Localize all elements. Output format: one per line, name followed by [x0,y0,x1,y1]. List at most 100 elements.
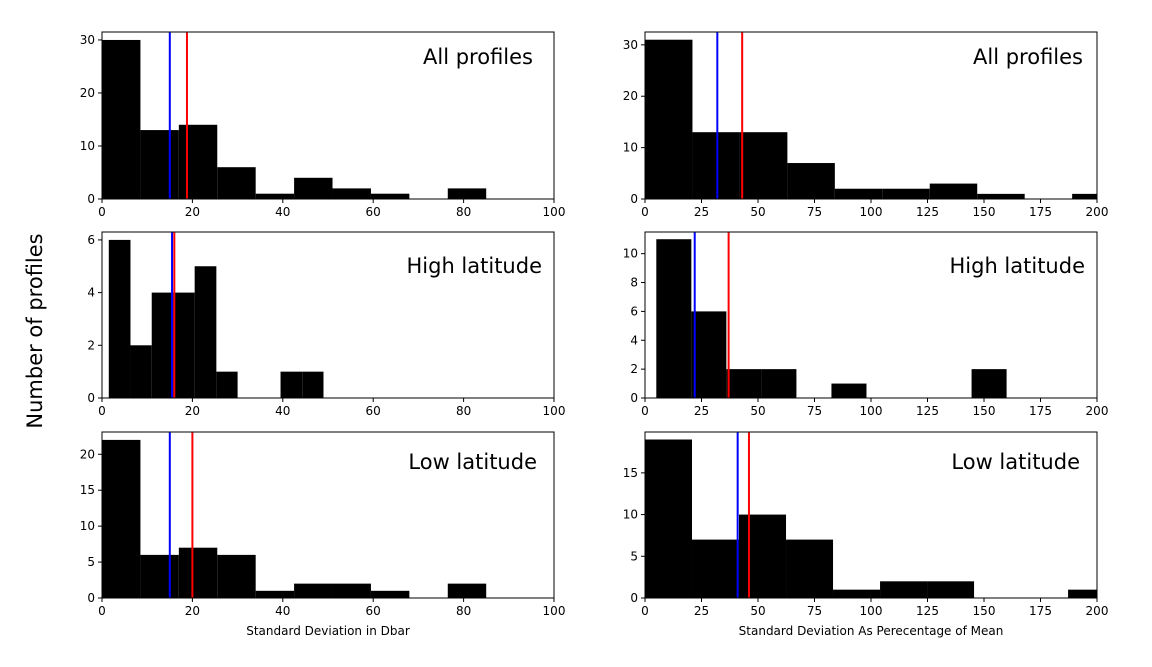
x-tick-label: 40 [275,205,290,219]
x-tick-label: 175 [1029,404,1052,418]
x-tick-label: 150 [973,205,996,219]
histogram-bar [195,266,217,398]
x-tick-label: 40 [275,604,290,618]
histogram-bar [692,540,739,598]
x-tick-label: 80 [456,404,471,418]
histogram-bar [217,555,255,598]
x-tick-label: 40 [275,404,290,418]
histogram-bar [140,555,178,598]
y-tick-label: 30 [80,33,95,47]
histogram-bar [256,194,294,199]
histogram-bar [880,581,927,598]
histogram-bar [692,132,739,199]
x-tick-label: 100 [860,604,883,618]
histogram-bar [930,184,977,199]
histogram-bar [294,178,332,199]
histogram-bar [645,440,692,598]
y-tick-label: 4 [87,286,95,300]
panel-title: All profiles [423,45,533,69]
histogram-panel-left-1: 0 20 40 60 80 100 0 10 20 30 All profiles [80,32,566,219]
histogram-bar [977,194,1024,199]
y-tick-label: 0 [87,391,95,405]
y-tick-label: 10 [80,139,95,153]
y-tick-label: 10 [80,519,95,533]
histogram-bar [927,581,974,598]
y-tick-label: 6 [630,304,638,318]
x-tick-label: 150 [973,604,996,618]
histogram-bar [882,189,929,199]
y-tick-label: 0 [630,391,638,405]
x-tick-label: 125 [916,404,939,418]
histogram-bar [1072,194,1119,199]
histogram-bar [1068,590,1115,598]
histogram-bar [739,515,786,598]
y-tick-label: 0 [87,192,95,206]
histogram-panel-left-2: 0 20 40 60 80 100 0 2 4 6 High latitude [87,232,565,418]
x-tick-label: 150 [973,404,996,418]
plot-area [109,232,324,398]
x-tick-label: 25 [694,404,709,418]
histogram-bar [109,240,131,398]
panel-title: Low latitude [951,450,1080,474]
histogram-bar [833,590,880,598]
x-tick-label: 20 [185,604,200,618]
x-tick-label: 200 [1086,604,1109,618]
x-tick-label: 200 [1086,404,1109,418]
histogram-bar [333,584,371,598]
histogram-bar [761,369,796,398]
x-tick-label: 50 [750,205,765,219]
histogram-bar [448,188,486,199]
x-tick-label: 80 [456,205,471,219]
histogram-bar [786,540,833,598]
x-tick-label: 60 [366,205,381,219]
histogram-bar [645,40,692,199]
y-tick-label: 20 [623,89,638,103]
y-tick-label: 5 [630,549,638,563]
histogram-bar [835,189,882,199]
y-tick-label: 4 [630,333,638,347]
histogram-bar [656,239,691,398]
histogram-bar [371,591,409,598]
x-tick-label: 100 [860,205,883,219]
x-tick-label: 60 [366,604,381,618]
histogram-bar [787,163,834,199]
histogram-bar [256,591,294,598]
histogram-bar [281,372,303,398]
x-tick-label: 0 [98,205,106,219]
y-tick-label: 10 [623,141,638,155]
x-tick-label: 25 [694,604,709,618]
histogram-bar [102,40,140,199]
y-tick-label: 15 [80,483,95,497]
histogram-bar [972,369,1007,398]
histogram-panel-right-3: 0 25 50 75 100 125 150 175 200 0 5 10 15 Low latitude… [623,432,1115,638]
y-tick-label: 8 [630,276,638,290]
x-tick-label: 75 [807,205,822,219]
x-tick-label: 175 [1029,604,1052,618]
histogram-bar [130,345,151,398]
x-tick-label: 0 [98,604,106,618]
histogram-bar [831,384,866,398]
x-tick-label: 100 [860,404,883,418]
y-tick-label: 2 [87,338,95,352]
histogram-bar [726,369,761,398]
x-tick-label: 0 [641,205,649,219]
histogram-bar [173,293,194,398]
x-tick-label: 50 [750,404,765,418]
x-tick-label: 0 [641,604,649,618]
y-tick-label: 6 [87,233,95,247]
x-tick-label: 75 [807,404,822,418]
histogram-bar [179,125,217,199]
y-tick-label: 2 [630,362,638,376]
figure-ylabel: Number of profiles [23,233,47,428]
x-axis-label: Standard Deviation in Dbar [246,624,410,638]
x-tick-label: 175 [1029,205,1052,219]
histogram-panel-right-2: 0 25 50 75 100 125 150 175 200 0 2 4 6 8 10 High latitu… [623,232,1109,418]
histogram-bar [216,372,237,398]
x-tick-label: 20 [185,205,200,219]
panel-title: Low latitude [408,450,537,474]
y-tick-label: 10 [623,508,638,522]
y-tick-label: 0 [630,192,638,206]
x-tick-label: 200 [1086,205,1109,219]
histogram-bar [217,167,255,199]
